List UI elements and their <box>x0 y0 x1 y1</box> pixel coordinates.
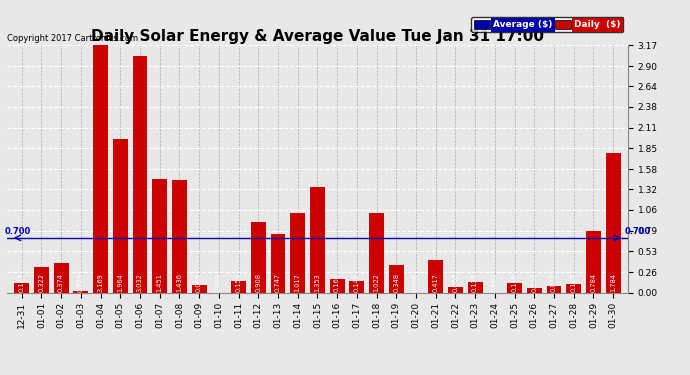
Text: 0.700: 0.700 <box>5 226 31 236</box>
Legend: Average ($), Daily  ($): Average ($), Daily ($) <box>471 17 623 32</box>
Bar <box>192 285 206 292</box>
Bar <box>586 231 601 292</box>
Bar <box>389 266 404 292</box>
Text: 0.000: 0.000 <box>492 273 497 292</box>
Text: 0.374: 0.374 <box>58 273 64 292</box>
Bar <box>448 287 463 292</box>
Bar <box>369 213 384 292</box>
Text: 3.169: 3.169 <box>97 273 104 292</box>
Bar <box>468 282 482 292</box>
Text: Copyright 2017 Cartronics.com: Copyright 2017 Cartronics.com <box>7 34 138 43</box>
Text: 1.353: 1.353 <box>315 273 320 292</box>
Text: 1.022: 1.022 <box>373 273 380 292</box>
Text: 1.451: 1.451 <box>157 273 163 292</box>
Text: 0.747: 0.747 <box>275 273 281 292</box>
Text: 0.095: 0.095 <box>196 273 202 292</box>
Bar <box>428 260 443 292</box>
Text: 0.417: 0.417 <box>433 273 439 292</box>
Text: 1.436: 1.436 <box>177 273 182 292</box>
Text: 0.700: 0.700 <box>624 226 651 236</box>
Text: 0.135: 0.135 <box>472 273 478 292</box>
Bar <box>113 139 128 292</box>
Text: 0.151: 0.151 <box>235 273 242 292</box>
Bar <box>330 279 344 292</box>
Text: 1.964: 1.964 <box>117 273 124 292</box>
Bar <box>310 187 325 292</box>
Text: 0.142: 0.142 <box>354 273 359 292</box>
Bar <box>73 291 88 292</box>
Text: 0.077: 0.077 <box>551 273 557 292</box>
Text: 0.116: 0.116 <box>511 273 518 292</box>
Title: Daily Solar Energy & Average Value Tue Jan 31 17:00: Daily Solar Energy & Average Value Tue J… <box>91 29 544 44</box>
Bar <box>172 180 187 292</box>
Text: 0.348: 0.348 <box>393 273 400 292</box>
Bar <box>14 283 29 292</box>
Bar <box>231 281 246 292</box>
Text: 1.017: 1.017 <box>295 273 301 292</box>
Text: 0.068: 0.068 <box>453 273 458 292</box>
Bar <box>546 286 562 292</box>
Text: 0.908: 0.908 <box>255 273 262 292</box>
Bar <box>566 284 581 292</box>
Bar <box>152 179 167 292</box>
Text: 0.168: 0.168 <box>334 273 340 292</box>
Bar <box>54 263 68 292</box>
Text: 0.105: 0.105 <box>571 273 577 292</box>
Bar <box>132 56 148 292</box>
Bar <box>349 281 364 292</box>
Text: 0.058: 0.058 <box>531 273 538 292</box>
Text: 0.000: 0.000 <box>216 273 221 292</box>
Text: 0.000: 0.000 <box>413 273 419 292</box>
Bar <box>290 213 305 292</box>
Text: 0.322: 0.322 <box>39 273 44 292</box>
Bar <box>527 288 542 292</box>
Bar <box>93 45 108 292</box>
Text: 0.784: 0.784 <box>591 273 596 292</box>
Text: 1.784: 1.784 <box>610 273 616 292</box>
Bar <box>34 267 49 292</box>
Text: 3.032: 3.032 <box>137 273 143 292</box>
Bar <box>270 234 286 292</box>
Bar <box>507 284 522 292</box>
Bar <box>606 153 620 292</box>
Bar <box>251 222 266 292</box>
Text: 0.127: 0.127 <box>19 273 25 292</box>
Text: 0.023: 0.023 <box>78 273 83 292</box>
